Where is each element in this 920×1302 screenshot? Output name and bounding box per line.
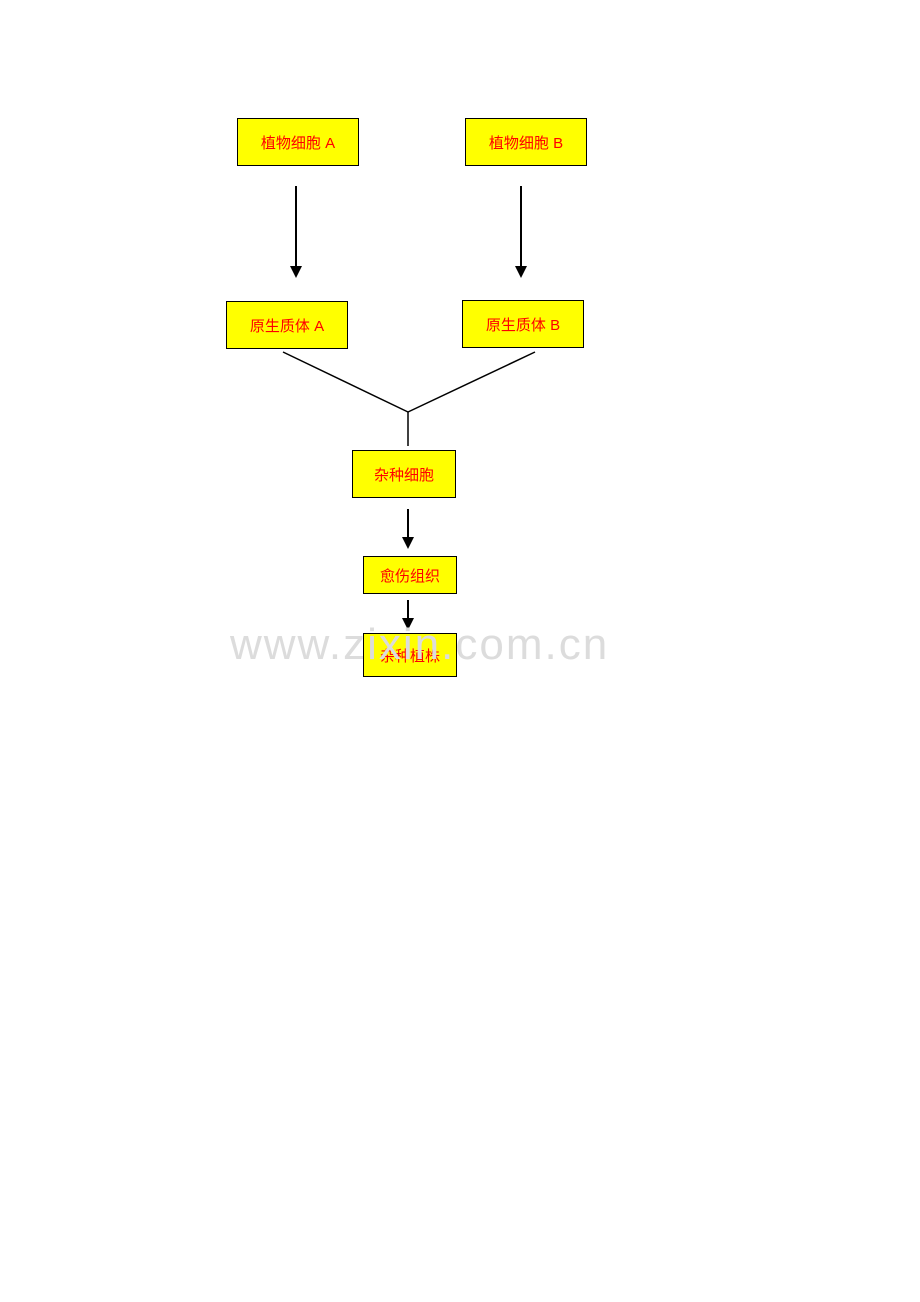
arrow-line bbox=[407, 600, 409, 620]
arrow-head-icon bbox=[402, 537, 414, 549]
arrow-line bbox=[407, 509, 409, 539]
merge-connector bbox=[0, 0, 920, 700]
arrow-head-icon bbox=[402, 618, 414, 630]
